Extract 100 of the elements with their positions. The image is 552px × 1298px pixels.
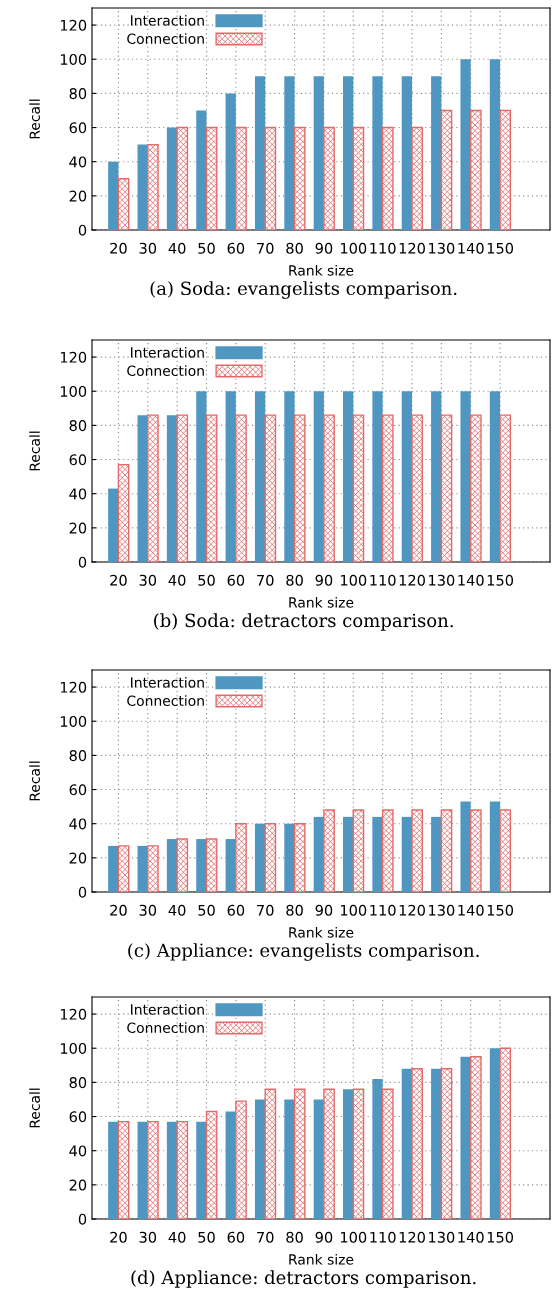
- x-tick-label: 30: [139, 574, 157, 586]
- y-tick-label: 120: [60, 1008, 87, 1020]
- bar: [108, 845, 119, 892]
- y-tick-label: 20: [69, 852, 87, 864]
- bar: [499, 809, 512, 892]
- x-tick-label: 130: [429, 574, 455, 586]
- bar: [431, 391, 442, 562]
- bar: [352, 126, 365, 230]
- y-tick-label: 40: [69, 156, 87, 168]
- bar: [343, 1089, 354, 1219]
- bar: [293, 126, 306, 230]
- y-tick-label: 100: [60, 385, 87, 397]
- x-tick-label: 100: [340, 904, 367, 916]
- bar: [196, 1121, 207, 1219]
- x-tick-label: 150: [487, 904, 514, 916]
- bar: [264, 822, 277, 892]
- y-tick-label: 0: [78, 556, 87, 568]
- bar: [411, 809, 423, 892]
- x-tick-label: 130: [429, 242, 455, 254]
- x-tick-label: 150: [487, 574, 514, 586]
- bar: [196, 110, 207, 230]
- bar: [205, 1110, 218, 1219]
- bar: [176, 414, 189, 562]
- x-tick-label: 110: [370, 904, 396, 916]
- bar: [372, 1078, 383, 1219]
- bar: [196, 839, 207, 892]
- y-tick-label: 20: [69, 190, 87, 202]
- x-axis-title: Rank size: [289, 926, 354, 938]
- bar: [313, 76, 324, 230]
- legend-label: Connection: [127, 33, 204, 44]
- bar: [254, 391, 266, 562]
- y-axis-title: Recall: [29, 1088, 40, 1128]
- bar: [284, 76, 295, 230]
- bar: [352, 1088, 365, 1219]
- x-tick-label: 130: [429, 1231, 455, 1243]
- bar: [323, 126, 335, 230]
- x-tick-label: 20: [110, 574, 127, 586]
- bar: [440, 1068, 453, 1219]
- bar: [176, 126, 189, 230]
- bar: [401, 76, 413, 230]
- bar: [372, 76, 383, 230]
- bar: [431, 76, 442, 230]
- x-tick-label: 120: [399, 242, 425, 254]
- bar: [235, 126, 247, 230]
- y-axis-title: Recall: [29, 761, 40, 801]
- x-tick-label: 90: [315, 904, 333, 916]
- x-tick-label: 50: [198, 1231, 215, 1243]
- bar: [205, 414, 218, 562]
- legend-label: Connection: [127, 1022, 204, 1033]
- x-tick-label: 140: [458, 242, 484, 254]
- bar: [264, 126, 277, 230]
- x-tick-label: 40: [168, 904, 186, 916]
- x-tick-label: 100: [340, 574, 367, 586]
- y-tick-label: 60: [69, 454, 87, 466]
- bar: [254, 76, 266, 230]
- bar: [440, 809, 453, 892]
- bar: [352, 809, 365, 892]
- bar: [254, 823, 266, 892]
- y-tick-label: 120: [60, 681, 87, 693]
- x-tick-label: 130: [429, 904, 455, 916]
- text: (c) Appliance: evangelists comparison.: [128, 943, 479, 961]
- y-tick-label: 100: [60, 715, 87, 727]
- bar: [108, 1121, 119, 1219]
- bar: [372, 816, 383, 892]
- y-tick-label: 100: [60, 53, 87, 65]
- legend-label: Connection: [127, 365, 204, 376]
- bar: [470, 414, 482, 562]
- x-tick-label: 20: [110, 904, 127, 916]
- x-tick-label: 70: [257, 242, 274, 254]
- x-tick-label: 20: [110, 242, 127, 254]
- y-tick-label: 120: [60, 351, 87, 363]
- bar: [264, 414, 277, 562]
- bar: [489, 59, 501, 230]
- x-tick-label: 70: [257, 574, 274, 586]
- x-tick-label: 140: [458, 904, 484, 916]
- x-tick-label: 50: [198, 904, 215, 916]
- bar: [460, 59, 471, 230]
- bar: [205, 126, 218, 230]
- bar: [196, 391, 207, 562]
- x-axis-title: Rank size: [289, 264, 354, 276]
- x-tick-label: 100: [340, 242, 367, 254]
- y-tick-label: 80: [69, 1077, 87, 1089]
- y-tick-label: 20: [69, 1179, 87, 1191]
- x-tick-label: 50: [198, 574, 215, 586]
- bar: [381, 1088, 394, 1219]
- legend-label: Connection: [127, 695, 204, 706]
- x-tick-label: 60: [227, 242, 245, 254]
- x-tick-label: 150: [487, 1231, 514, 1243]
- x-tick-label: 90: [315, 242, 333, 254]
- bar: [264, 1088, 277, 1219]
- bar: [117, 845, 130, 892]
- bar: [235, 822, 247, 892]
- x-tick-label: 80: [286, 574, 303, 586]
- y-tick-label: 20: [69, 522, 87, 534]
- y-tick-label: 80: [69, 750, 87, 762]
- x-tick-label: 60: [227, 1231, 245, 1243]
- bar: [411, 1068, 423, 1219]
- y-tick-label: 80: [69, 420, 87, 432]
- bar: [440, 109, 453, 230]
- x-tick-label: 80: [286, 1231, 303, 1243]
